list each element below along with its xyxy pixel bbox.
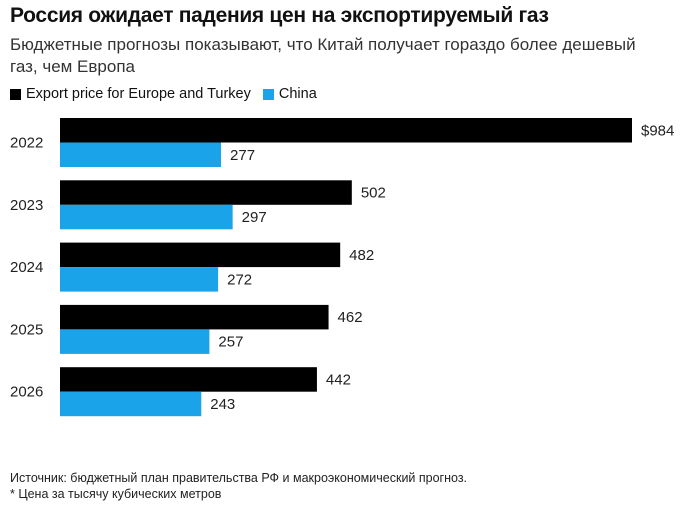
europe-bar — [60, 304, 329, 330]
footnote: * Цена за тысячу кубических метров — [10, 487, 222, 501]
source-note: Источник: бюджетный план правительства Р… — [10, 471, 468, 485]
europe-bar — [60, 242, 341, 268]
category-label: 2025 — [10, 321, 43, 338]
data-label: 272 — [227, 271, 252, 288]
category-label: 2024 — [10, 259, 43, 276]
europe-bar — [60, 367, 317, 392]
china-bar — [60, 267, 219, 292]
europe-bar — [60, 180, 352, 205]
legend: Export price for Europe and Turkey China — [10, 86, 329, 102]
category-label: 2022 — [10, 135, 43, 152]
data-label: $984 — [641, 122, 674, 139]
legend-item-europe: Export price for Europe and Turkey — [10, 86, 251, 102]
china-bar — [60, 391, 202, 417]
category-label: 2023 — [10, 197, 43, 214]
data-label: 442 — [326, 371, 351, 388]
europe-bar — [60, 118, 632, 143]
data-label: 297 — [242, 209, 267, 226]
china-bar — [60, 329, 210, 354]
data-label: 243 — [210, 396, 235, 413]
chart-subtitle: Бюджетные прогнозы показывают, что Китай… — [10, 35, 636, 76]
legend-label-europe: Export price for Europe and Turkey — [26, 86, 251, 102]
legend-label-china: China — [278, 86, 317, 102]
data-label: 277 — [230, 147, 255, 164]
legend-item-china: China — [262, 86, 317, 102]
china-bar — [60, 142, 222, 167]
data-label: 482 — [349, 247, 374, 264]
data-label: 257 — [218, 334, 243, 351]
data-label: 462 — [338, 309, 363, 326]
legend-swatch-china — [262, 88, 274, 100]
data-label: 502 — [361, 185, 386, 202]
category-label: 2026 — [10, 384, 43, 401]
legend-swatch-europe — [10, 88, 21, 100]
chart-title: Россия ожидает падения цен на экспортиру… — [10, 4, 549, 27]
china-bar — [60, 204, 233, 230]
